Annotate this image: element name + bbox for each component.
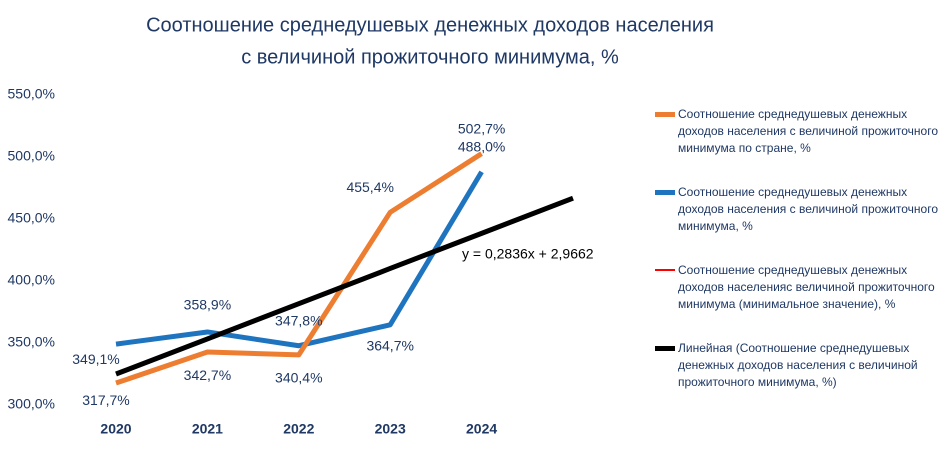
data-label: 317,7% (82, 392, 129, 408)
y-tick-label: 300,0% (8, 396, 55, 412)
legend-swatch (655, 112, 675, 117)
x-tick-label: 2024 (466, 421, 497, 437)
series-line (115, 195, 574, 377)
legend-label: Линейная (Соотношение среднедушевых дене… (678, 341, 918, 389)
data-label: 358,9% (184, 297, 231, 313)
data-label: 364,7% (366, 337, 413, 353)
x-tick-label: 2022 (283, 421, 314, 437)
legend: Соотношение среднедушевых денежных доход… (655, 106, 945, 418)
legend-swatch (655, 190, 675, 195)
x-tick-label: 2023 (375, 421, 406, 437)
legend-label: Соотношение среднедушевых денежных доход… (678, 185, 939, 233)
y-tick-label: 400,0% (8, 272, 55, 288)
x-tick-label: 2020 (100, 421, 131, 437)
data-label: 347,8% (275, 312, 322, 328)
data-label: 502,7% (458, 120, 505, 136)
y-tick-label: 450,0% (8, 210, 55, 226)
y-tick-label: 350,0% (8, 334, 55, 350)
data-label: 349,1% (72, 351, 119, 367)
y-tick-label: 550,0% (8, 86, 55, 102)
data-label: 342,7% (184, 367, 231, 383)
chart-subtitle: с величиной прожиточного минимума, % (241, 46, 619, 68)
data-label: 488,0% (458, 139, 505, 155)
legend-item: Соотношение среднедушевых денежных доход… (655, 184, 945, 262)
legend-swatch (655, 346, 675, 351)
data-label: 340,4% (275, 370, 322, 386)
series-line (115, 151, 483, 386)
x-tick-label: 2021 (192, 421, 223, 437)
trend-equation: y = 0,2836x + 2,9662 (462, 246, 594, 262)
legend-swatch (655, 269, 675, 271)
chart-title: Соотношение среднедушевых денежных доход… (146, 14, 714, 36)
series-line (115, 170, 484, 349)
y-tick-label: 500,0% (8, 148, 55, 164)
legend-label: Соотношение среднедушевых денежных доход… (678, 107, 939, 155)
data-label: 455,4% (346, 179, 393, 195)
legend-item: Соотношение среднедушевых денежных доход… (655, 106, 945, 184)
legend-item: Линейная (Соотношение среднедушевых дене… (655, 340, 945, 418)
legend-label: Соотношение среднедушевых денежных доход… (678, 263, 935, 311)
legend-item: Соотношение среднедушевых денежных доход… (655, 262, 945, 340)
